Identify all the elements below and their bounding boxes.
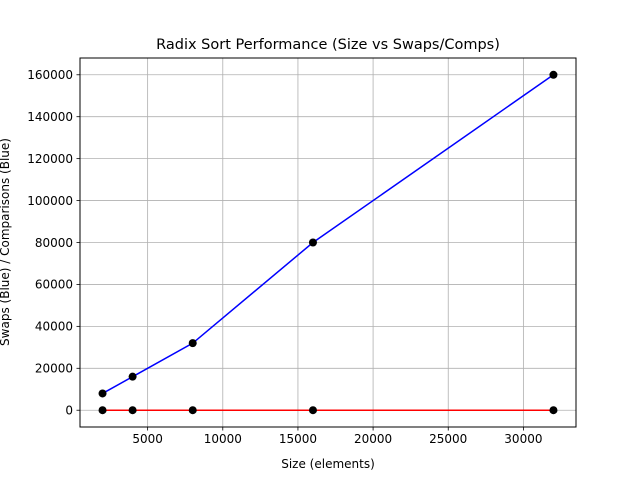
y-tick-label: 140000	[27, 110, 73, 124]
y-tick-label: 60000	[35, 278, 73, 292]
plot-area-frame	[79, 57, 577, 428]
y-axis-title: Swaps (Blue) / Comparisons (Blue)	[0, 138, 12, 346]
x-axis-title: Size (elements)	[281, 457, 375, 471]
x-tick-label: 5000	[132, 432, 163, 446]
y-tick-label: 40000	[35, 320, 73, 334]
series-1-point	[549, 70, 558, 79]
x-tick-label: 25000	[429, 432, 467, 446]
series-2-point	[549, 406, 558, 415]
x-tick-label: 15000	[279, 432, 317, 446]
chart-title: Radix Sort Performance (Size vs Swaps/Co…	[156, 37, 500, 53]
y-tick-label: 100000	[27, 194, 73, 208]
y-tick-label: 80000	[35, 236, 73, 250]
series-1-point	[188, 339, 197, 348]
series-2-point	[308, 406, 317, 415]
series-2-point	[98, 406, 107, 415]
series-1-point	[128, 372, 137, 381]
x-tick-label: 20000	[354, 432, 392, 446]
x-axis-ticks: 5000 10000 15000 20000 25000 30000	[132, 427, 542, 446]
series-1-point	[98, 389, 107, 398]
y-tick-label: 20000	[35, 362, 73, 376]
series-2-point	[188, 406, 197, 415]
plot-series	[98, 70, 558, 415]
y-tick-label: 120000	[27, 152, 73, 166]
x-tick-label: 10000	[204, 432, 242, 446]
x-tick-label: 30000	[504, 432, 542, 446]
y-tick-label: 0	[65, 404, 73, 418]
y-tick-label: 160000	[27, 68, 73, 82]
series-1-point	[308, 238, 317, 247]
y-axis-ticks: 0 20000 40000 60000 80000 100000 120000 140000 1…	[27, 68, 80, 418]
series-2-point	[128, 406, 137, 415]
